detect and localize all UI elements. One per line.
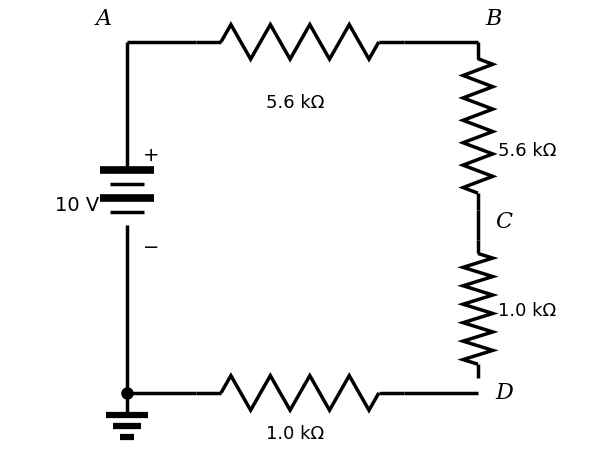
Text: 5.6 kΩ: 5.6 kΩ — [266, 94, 324, 112]
Text: C: C — [495, 211, 512, 233]
Text: +: + — [143, 146, 160, 165]
Text: B: B — [486, 8, 502, 30]
Text: −: − — [143, 238, 160, 257]
Text: 10 V: 10 V — [55, 196, 100, 214]
Text: 5.6 kΩ: 5.6 kΩ — [498, 142, 556, 160]
Text: 1.0 kΩ: 1.0 kΩ — [266, 425, 324, 443]
Text: A: A — [96, 8, 112, 30]
Text: D: D — [495, 382, 513, 404]
Text: 1.0 kΩ: 1.0 kΩ — [498, 302, 556, 320]
